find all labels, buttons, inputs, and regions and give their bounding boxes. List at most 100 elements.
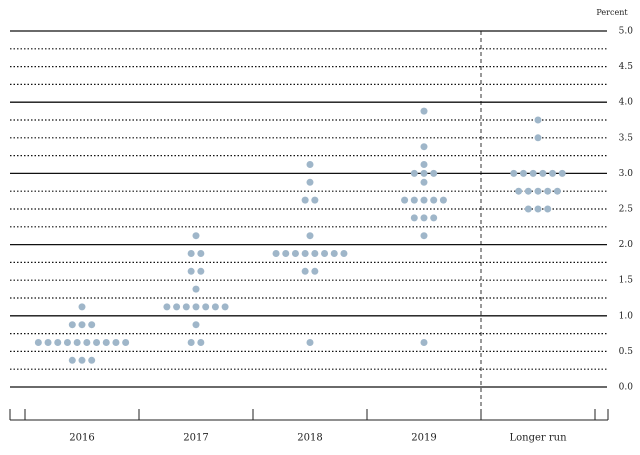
x-tick-label: 2019 <box>411 433 436 444</box>
dot <box>340 250 348 257</box>
dot <box>192 303 200 311</box>
dot <box>112 339 120 346</box>
dot <box>163 303 171 311</box>
dot <box>558 169 566 177</box>
dot <box>182 303 190 311</box>
dot <box>306 161 314 168</box>
dot <box>301 250 309 257</box>
dot <box>102 339 110 346</box>
dot <box>410 214 418 222</box>
y-tick-label: 0.5 <box>619 347 634 357</box>
dot <box>88 321 96 329</box>
dot <box>534 116 542 124</box>
dot <box>272 250 280 257</box>
dot <box>544 205 552 213</box>
dot <box>122 339 130 346</box>
dot <box>330 250 338 257</box>
y-tick-label: 4.0 <box>619 98 634 108</box>
dot <box>420 169 428 177</box>
dot <box>192 321 200 329</box>
dot <box>534 187 542 195</box>
dot <box>221 303 229 311</box>
dot <box>420 143 428 151</box>
dot <box>34 339 42 346</box>
y-tick-label: 2.0 <box>619 240 634 250</box>
dot <box>420 339 428 346</box>
y-tick-label: 5.0 <box>619 27 634 37</box>
dot <box>192 232 200 240</box>
y-tick-label: 0.0 <box>619 383 634 393</box>
dot <box>63 339 71 346</box>
dot <box>519 169 527 177</box>
dot <box>187 267 195 275</box>
dot <box>78 356 86 364</box>
x-tick-label: Longer run <box>509 433 567 444</box>
dot <box>306 178 314 186</box>
dot <box>173 303 181 311</box>
dot <box>401 196 409 204</box>
dot <box>187 339 195 346</box>
dot <box>430 169 438 177</box>
dot <box>420 232 428 240</box>
dot <box>202 303 210 311</box>
dot <box>197 267 205 275</box>
dot <box>68 356 76 364</box>
dot <box>510 169 518 177</box>
x-tick-label: 2018 <box>297 433 322 444</box>
dot <box>44 339 52 346</box>
dot <box>197 250 205 257</box>
dot <box>73 339 81 346</box>
y-tick-label: 3.0 <box>619 169 634 179</box>
x-tick-label: 2017 <box>183 433 208 444</box>
dot <box>524 187 532 195</box>
dot <box>430 196 438 204</box>
dot <box>211 303 219 311</box>
dot <box>291 250 299 257</box>
dot <box>515 187 523 195</box>
dot <box>420 161 428 168</box>
dot <box>439 196 447 204</box>
dot <box>311 196 319 204</box>
x-tick-label: 2016 <box>69 433 94 444</box>
dot <box>192 285 200 293</box>
y-tick-label: 1.0 <box>619 311 634 321</box>
dot <box>311 267 319 275</box>
dot <box>306 339 314 346</box>
dot <box>534 205 542 213</box>
dot <box>420 107 428 115</box>
y-tick-label: 2.5 <box>619 205 634 215</box>
dot <box>534 134 542 142</box>
dot <box>88 356 96 364</box>
dot <box>54 339 62 346</box>
dot <box>78 303 86 311</box>
dot <box>529 169 537 177</box>
dot <box>553 187 561 195</box>
dot <box>430 214 438 222</box>
x-axis-ticks <box>9 409 609 420</box>
dot <box>410 169 418 177</box>
y-tick-label: 4.5 <box>619 62 634 72</box>
y-tick-label: 3.5 <box>619 133 634 143</box>
dot <box>197 339 205 346</box>
dot <box>544 187 552 195</box>
dot <box>311 250 319 257</box>
dot <box>321 250 329 257</box>
dot <box>78 321 86 329</box>
dot <box>420 196 428 204</box>
dot <box>306 232 314 240</box>
dot <box>420 178 428 186</box>
dot <box>83 339 91 346</box>
y-axis-label: Percent <box>596 8 628 17</box>
y-tick-label: 1.5 <box>619 276 634 286</box>
dot <box>410 196 418 204</box>
dot <box>93 339 101 346</box>
dot <box>68 321 76 329</box>
dot <box>549 169 557 177</box>
dot <box>539 169 547 177</box>
dot <box>420 214 428 222</box>
dot <box>282 250 290 257</box>
dot <box>301 196 309 204</box>
dot <box>301 267 309 275</box>
dot <box>187 250 195 257</box>
